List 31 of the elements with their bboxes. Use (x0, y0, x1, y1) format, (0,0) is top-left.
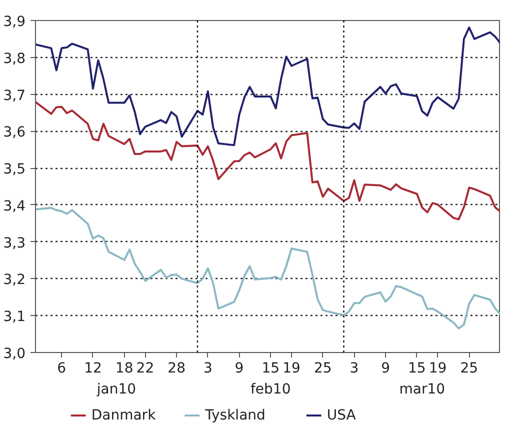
x-tick-label: 19 (428, 360, 447, 376)
x-tick-label: 12 (84, 360, 102, 376)
y-tick-label: 3,8 (3, 50, 26, 67)
x-tick-label: 15 (262, 360, 280, 376)
x-tick-label: 9 (381, 360, 390, 376)
text: mar10 (399, 382, 446, 398)
x-tick-label: 3 (350, 360, 359, 376)
y-tick-label: 3,1 (3, 309, 26, 326)
x-tick-label: 18 (115, 360, 134, 376)
y-tick-label: 3,4 (3, 198, 26, 214)
legend-label: Tyskland (204, 408, 266, 424)
y-tick-label: 3,6 (3, 124, 26, 141)
x-tick-label: 25 (460, 360, 478, 376)
x-tick-label: 19 (282, 360, 300, 376)
legend-label: Danmark (91, 408, 157, 424)
legend-label: USA (326, 408, 356, 424)
x-tick-label: 28 (168, 360, 186, 376)
text: feb10 (250, 382, 291, 398)
x-tick-label: 9 (234, 360, 244, 376)
x-tick-label: 15 (408, 360, 426, 376)
y-tick-label: 3,7 (3, 88, 26, 104)
y-tick-label: 3,2 (3, 272, 26, 288)
x-tick-label: 3 (203, 360, 212, 376)
y-tick-label: 3,5 (3, 162, 26, 178)
y-tick-label: 3,9 (3, 14, 26, 30)
text: jan10 (96, 382, 136, 398)
y-tick-label: 3,3 (3, 235, 26, 252)
x-tick-label: 22 (136, 360, 154, 376)
y-tick-label: 3,0 (3, 346, 26, 362)
x-tick-label: 6 (57, 360, 66, 376)
x-tick-label: 25 (314, 360, 332, 376)
